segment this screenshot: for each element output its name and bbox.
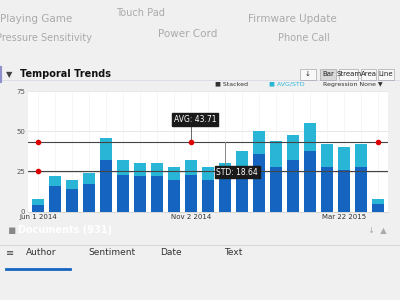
Bar: [372, 199, 384, 203]
Text: Text: Text: [224, 248, 242, 257]
Bar: [117, 175, 129, 212]
Text: AVG: 43.71: AVG: 43.71: [174, 116, 216, 124]
Bar: [66, 179, 78, 189]
Bar: [168, 179, 180, 212]
Bar: [372, 203, 384, 211]
FancyBboxPatch shape: [378, 69, 394, 80]
Bar: [304, 151, 316, 211]
Bar: [287, 160, 299, 212]
Bar: [151, 164, 163, 176]
Text: ↓: ↓: [305, 71, 311, 77]
Bar: [100, 160, 112, 212]
Bar: [168, 167, 180, 179]
Bar: [270, 141, 282, 167]
FancyBboxPatch shape: [339, 69, 358, 80]
Text: Bar: Bar: [322, 71, 334, 77]
Text: Documents (931): Documents (931): [18, 225, 112, 235]
Bar: [83, 173, 95, 184]
Text: ■ AVG/STD: ■ AVG/STD: [269, 82, 305, 87]
Text: ▪: ▪: [8, 224, 16, 237]
Text: Touch Pad: Touch Pad: [116, 8, 164, 19]
Bar: [338, 170, 350, 212]
Bar: [219, 176, 231, 211]
Text: Temporal Trends: Temporal Trends: [20, 69, 111, 79]
Text: STD: 18.64: STD: 18.64: [216, 168, 258, 177]
Bar: [32, 205, 44, 212]
Bar: [49, 176, 61, 186]
Text: Pressure Sensitivity: Pressure Sensitivity: [0, 33, 92, 43]
Text: ▼: ▼: [6, 70, 12, 79]
Text: Area: Area: [361, 71, 377, 77]
Bar: [304, 124, 316, 151]
Bar: [49, 186, 61, 212]
Text: Author: Author: [26, 248, 56, 257]
Text: Firmware Update: Firmware Update: [248, 14, 336, 24]
Text: Phone Call: Phone Call: [278, 33, 330, 43]
Bar: [151, 176, 163, 211]
Bar: [202, 179, 214, 212]
Bar: [236, 151, 248, 168]
Bar: [185, 160, 197, 175]
Text: Line: Line: [379, 71, 393, 77]
Bar: [32, 199, 44, 205]
Bar: [321, 167, 333, 212]
Bar: [219, 164, 231, 176]
Bar: [236, 168, 248, 212]
Bar: [202, 167, 214, 179]
Text: ↓  ▲: ↓ ▲: [368, 226, 387, 235]
Text: ≡: ≡: [6, 248, 14, 258]
Text: ■ Stacked: ■ Stacked: [215, 82, 248, 87]
Bar: [287, 135, 299, 160]
Bar: [253, 154, 265, 212]
Bar: [134, 176, 146, 211]
FancyBboxPatch shape: [300, 69, 316, 80]
Bar: [270, 167, 282, 212]
Bar: [355, 144, 367, 167]
Text: Sentiment: Sentiment: [88, 248, 135, 257]
FancyBboxPatch shape: [320, 69, 336, 80]
FancyBboxPatch shape: [361, 69, 376, 80]
Bar: [83, 184, 95, 211]
Bar: [338, 148, 350, 170]
Text: Stream: Stream: [336, 71, 361, 77]
Bar: [185, 175, 197, 212]
Text: Power Cord: Power Cord: [158, 29, 218, 39]
Text: Regression None ▼: Regression None ▼: [323, 82, 383, 87]
Bar: [134, 164, 146, 176]
Bar: [355, 167, 367, 212]
Bar: [117, 160, 129, 175]
Text: Playing Game: Playing Game: [0, 14, 72, 24]
Bar: [66, 189, 78, 212]
Bar: [253, 131, 265, 154]
Bar: [321, 144, 333, 167]
Text: Date: Date: [160, 248, 182, 257]
Bar: [100, 138, 112, 160]
